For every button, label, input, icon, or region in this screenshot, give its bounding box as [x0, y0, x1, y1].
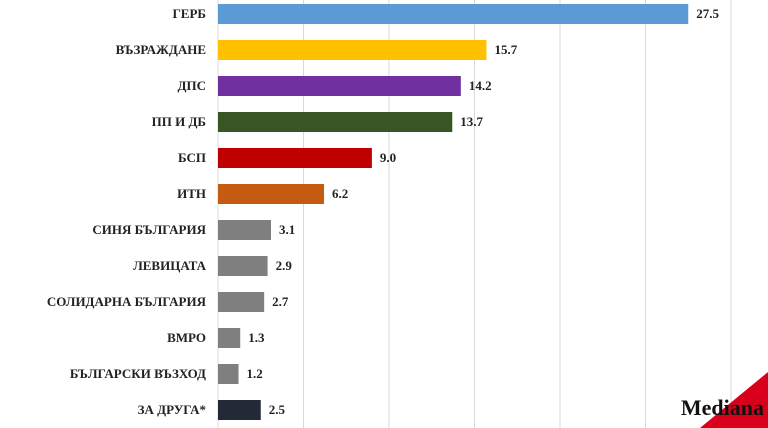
y-tick-label: БСП	[178, 150, 206, 165]
bar	[218, 256, 268, 276]
value-label: 2.5	[269, 402, 286, 417]
y-tick-label: ВЪЗРАЖДАНЕ	[116, 42, 206, 57]
y-tick-label: ДПС	[178, 78, 206, 93]
logo-shape	[700, 372, 768, 428]
bar	[218, 148, 372, 168]
bar	[218, 364, 239, 384]
value-label: 2.7	[272, 294, 289, 309]
y-tick-label: БЪЛГАРСКИ ВЪЗХОД	[70, 366, 206, 381]
y-tick-label: ВМРО	[167, 330, 206, 345]
value-label: 15.7	[494, 42, 517, 57]
y-tick-label: СИНЯ БЪЛГАРИЯ	[92, 222, 206, 237]
value-label: 1.3	[248, 330, 265, 345]
bar	[218, 40, 487, 60]
y-tick-label: ЗА ДРУГА*	[138, 402, 206, 417]
y-tick-label: ЛЕВИЦАТА	[133, 258, 207, 273]
bar	[218, 184, 325, 204]
value-label: 9.0	[380, 150, 396, 165]
bar	[218, 328, 241, 348]
value-label: 14.2	[469, 78, 492, 93]
value-label: 3.1	[279, 222, 295, 237]
bar	[218, 76, 461, 96]
value-label: 27.5	[696, 6, 719, 21]
y-tick-label: ИТН	[177, 186, 206, 201]
value-label: 2.9	[276, 258, 293, 273]
value-label: 6.2	[332, 186, 348, 201]
source-logo: Mediana	[681, 395, 764, 420]
bar	[218, 112, 453, 132]
bar	[218, 4, 689, 24]
bar	[218, 292, 265, 312]
bar	[218, 400, 261, 420]
y-tick-label: СОЛИДАРНА БЪЛГАРИЯ	[47, 294, 207, 309]
y-tick-label: ПП И ДБ	[152, 114, 206, 129]
bar	[218, 220, 272, 240]
value-label: 13.7	[460, 114, 483, 129]
y-tick-label: ГЕРБ	[173, 6, 206, 21]
value-label: 1.2	[247, 366, 263, 381]
